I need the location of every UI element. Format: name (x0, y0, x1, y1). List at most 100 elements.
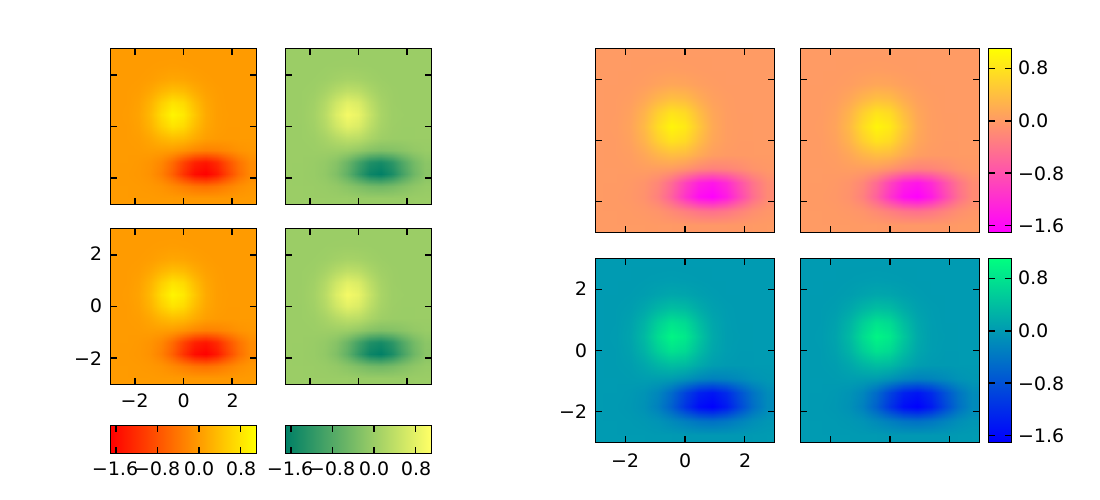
tick-mark (309, 229, 311, 235)
tick-mark (250, 305, 256, 308)
tick-mark (425, 177, 431, 179)
tick-mark (989, 330, 995, 332)
tick-mark (286, 74, 292, 76)
tick-mark (596, 139, 602, 142)
tick-mark (1005, 67, 1011, 70)
tick-mark (801, 78, 807, 81)
colorbar-tick-label: 0.0 (1018, 320, 1049, 342)
tick-mark (948, 49, 951, 55)
tick-mark (182, 49, 185, 55)
tick-mark (889, 226, 891, 232)
tick-mark (406, 229, 408, 235)
tick-mark (425, 125, 431, 128)
colorbar-winter (988, 258, 1012, 443)
tick-mark (309, 198, 311, 204)
y-tick-label: −2 (73, 348, 102, 370)
tick-mark (596, 410, 602, 413)
colorbar-tick-label: −1.6 (91, 458, 139, 480)
tick-mark (829, 259, 832, 265)
colorbar-autumn (110, 425, 257, 454)
colorbar-tick-label: −0.8 (133, 458, 181, 480)
tick-mark (801, 200, 807, 203)
tick-mark (231, 378, 233, 384)
colorbar-tick-label: 0.0 (358, 458, 390, 480)
x-tick-label: −2 (120, 390, 149, 412)
tick-mark (973, 139, 979, 142)
tick-mark (1005, 224, 1011, 227)
tick-mark (250, 254, 256, 256)
tick-mark (198, 426, 200, 432)
tick-mark (768, 410, 774, 413)
tick-mark (624, 49, 627, 55)
tick-mark (948, 226, 951, 232)
tick-mark (1005, 172, 1011, 174)
colorbar-spring (988, 48, 1012, 233)
colorbar-tick-label: −0.8 (1018, 373, 1065, 395)
heatmap-canvas (286, 229, 431, 384)
tick-mark (231, 198, 233, 204)
tick-mark (111, 125, 117, 128)
tick-mark (1005, 330, 1011, 332)
tick-mark (414, 426, 417, 432)
colorbar-tick-label: 0.0 (183, 458, 215, 480)
tick-mark (973, 288, 979, 291)
colorbar-summer (285, 425, 432, 454)
tick-mark (111, 357, 117, 359)
tick-mark (973, 200, 979, 203)
tick-mark (948, 259, 951, 265)
colorbar-tick-label: 0.0 (1018, 110, 1049, 132)
heatmap-canvas (596, 49, 774, 232)
tick-mark (801, 288, 807, 291)
tick-mark (768, 349, 774, 352)
tick-mark (989, 434, 995, 437)
x-tick-label: 2 (738, 450, 752, 472)
tick-mark (111, 254, 117, 256)
panel-left-top-right (285, 48, 432, 205)
tick-mark (115, 447, 117, 453)
tick-mark (684, 436, 686, 442)
colorbar-tick-label: 0.8 (225, 458, 257, 480)
tick-mark (989, 67, 995, 70)
tick-mark (414, 447, 417, 453)
tick-mark (331, 447, 334, 453)
tick-mark (1005, 434, 1011, 437)
tick-mark (948, 436, 951, 442)
tick-mark (134, 378, 136, 384)
tick-mark (406, 49, 408, 55)
panel-right-bottom-left (595, 258, 775, 443)
heatmap-canvas (801, 259, 979, 442)
tick-mark (1005, 120, 1011, 122)
tick-mark (182, 378, 185, 384)
heatmap-canvas (111, 49, 256, 204)
tick-mark (989, 172, 995, 174)
tick-mark (801, 349, 807, 352)
tick-mark (357, 198, 360, 204)
tick-mark (182, 229, 185, 235)
colorbar-tick-label: −1.6 (1018, 425, 1065, 447)
heatmap-canvas (596, 259, 774, 442)
panel-right-top-right (800, 48, 980, 233)
tick-mark (829, 226, 832, 232)
tick-mark (684, 49, 686, 55)
tick-mark (596, 288, 602, 291)
heatmap-canvas (286, 49, 431, 204)
tick-mark (989, 120, 995, 122)
tick-mark (989, 224, 995, 227)
tick-mark (111, 305, 117, 308)
tick-mark (801, 410, 807, 413)
tick-mark (829, 436, 832, 442)
tick-mark (111, 177, 117, 179)
tick-mark (290, 447, 292, 453)
tick-mark (357, 378, 360, 384)
tick-mark (156, 447, 159, 453)
tick-mark (357, 49, 360, 55)
tick-mark (239, 426, 242, 432)
tick-mark (425, 74, 431, 76)
tick-mark (768, 288, 774, 291)
tick-mark (134, 198, 136, 204)
tick-mark (973, 78, 979, 81)
tick-mark (134, 49, 136, 55)
tick-mark (596, 200, 602, 203)
tick-mark (989, 277, 995, 280)
